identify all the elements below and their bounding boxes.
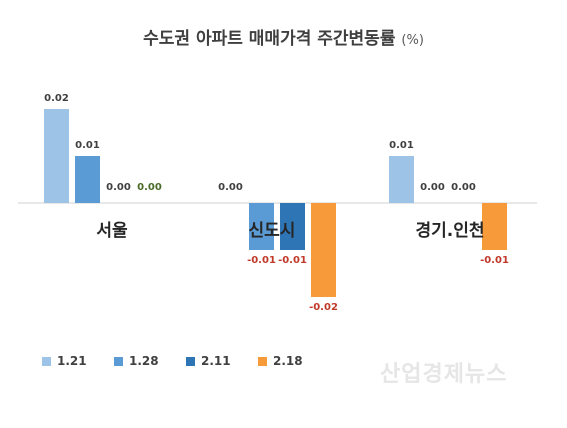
data-label-2-11-2: 0.00: [451, 182, 476, 193]
data-label-2-11-0: 0.00: [106, 182, 131, 193]
data-label-2-11-1: -0.01: [278, 255, 307, 266]
category-label-2: 경기.인천: [415, 221, 484, 241]
data-label-2-18-2: -0.01: [480, 255, 509, 266]
bar-2-18-2: [482, 203, 507, 250]
legend-label-2-18: 2.18: [273, 354, 303, 368]
legend-item-2-18: 2.18: [258, 354, 330, 368]
legend-item-1-28: 1.28: [114, 354, 186, 368]
legend-label-1-21: 1.21: [57, 354, 87, 368]
data-label-1-28-1: -0.01: [247, 255, 276, 266]
data-label-1-21-2: 0.01: [389, 140, 414, 151]
legend-swatch-1-28: [114, 356, 123, 366]
legend-swatch-1-21: [42, 356, 51, 366]
watermark: 산업경제뉴스: [380, 362, 508, 387]
bar-1-28-1: [249, 203, 274, 250]
legend-label-1-28: 1.28: [129, 354, 159, 368]
legend-swatch-2-11: [186, 356, 195, 366]
bar-1-28-0: [75, 156, 100, 203]
data-label-1-21-0: 0.02: [44, 93, 69, 104]
bar-2-18-1: [311, 203, 336, 297]
legend-label-2-11: 2.11: [201, 354, 231, 368]
category-label-1: 신도시: [249, 221, 296, 241]
chart-title: 수도권 아파트 매매가격 주간변동률 (%): [0, 24, 567, 49]
data-label-2-18-1: -0.02: [309, 302, 338, 313]
data-label-1-28-0: 0.01: [75, 140, 100, 151]
chart-title-text: 수도권 아파트 매매가격 주간변동률: [143, 29, 396, 49]
legend-item-1-21: 1.21: [42, 354, 114, 368]
chart-legend: 1.21 1.28 2.11 2.18: [42, 354, 330, 368]
legend-item-2-11: 2.11: [186, 354, 258, 368]
bar-1-21-0: [44, 109, 69, 203]
category-label-0: 서울: [96, 221, 128, 241]
chart-title-unit: (%): [401, 33, 424, 48]
bar-2-11-1: [280, 203, 305, 250]
legend-swatch-2-18: [258, 356, 267, 366]
data-label-2-18-0: 0.00: [137, 182, 162, 193]
data-label-1-21-1: 0.00: [218, 182, 243, 193]
bar-1-21-2: [389, 156, 414, 203]
data-label-1-28-2: 0.00: [420, 182, 445, 193]
